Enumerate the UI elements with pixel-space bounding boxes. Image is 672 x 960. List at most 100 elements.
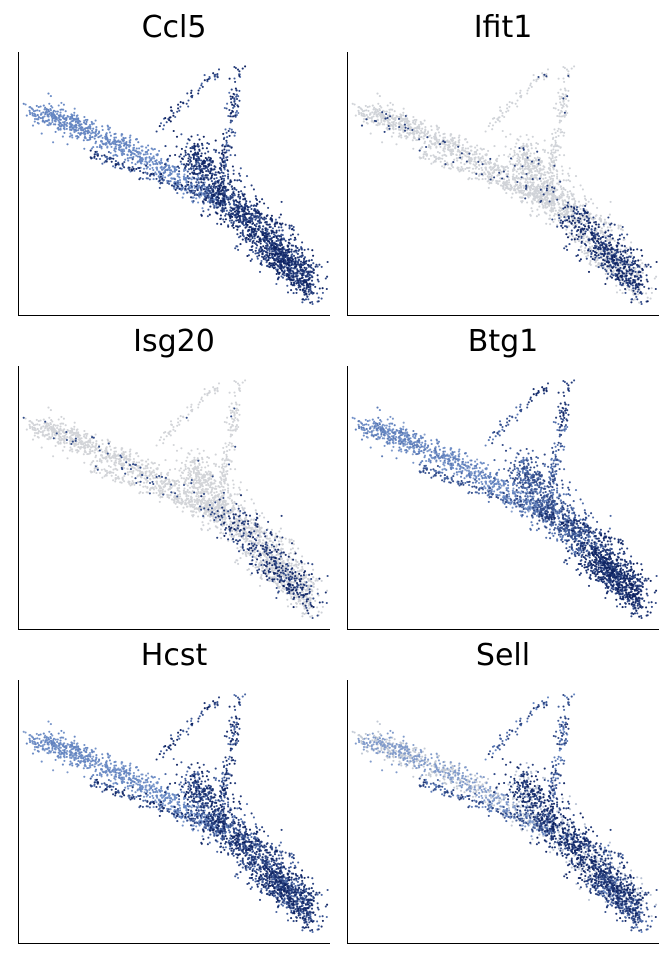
cell-point: [369, 112, 372, 115]
cell-point: [149, 164, 152, 167]
cell-point: [206, 191, 209, 195]
cell-point: [197, 193, 200, 196]
cell-point: [66, 121, 69, 125]
cell-point: [540, 190, 543, 193]
cell-point: [303, 291, 306, 294]
cell-point: [233, 97, 236, 100]
cell-point: [148, 160, 151, 163]
cell-point: [495, 158, 498, 161]
cell-point: [536, 142, 540, 146]
cell-point: [406, 117, 409, 120]
cell-point: [501, 114, 504, 117]
cell-point: [161, 174, 164, 177]
cell-point: [292, 284, 295, 287]
cell-point: [158, 186, 161, 189]
cell-point: [502, 187, 505, 190]
cell-point: [518, 156, 522, 159]
cell-point: [123, 166, 126, 169]
cell-point: [565, 179, 568, 182]
cell-point: [606, 226, 609, 229]
cell-point: [224, 214, 227, 217]
cell-point: [471, 171, 474, 174]
cell-point: [144, 171, 147, 174]
cell-point: [594, 261, 597, 264]
cell-point: [168, 119, 171, 122]
cell-point: [439, 157, 442, 160]
cell-point: [278, 257, 281, 260]
cell-point: [556, 170, 559, 173]
cell-point: [639, 259, 642, 262]
cell-point: [41, 116, 44, 119]
cell-point: [196, 183, 199, 186]
cell-point: [255, 230, 258, 233]
cell-point: [434, 160, 437, 163]
cell-point: [213, 205, 216, 208]
cell-point: [75, 124, 78, 127]
cell-point: [178, 173, 181, 176]
cell-point: [362, 120, 365, 123]
cell-point: [432, 161, 435, 164]
cell-point: [229, 194, 232, 198]
cell-point: [510, 196, 513, 199]
cell-point: [233, 186, 236, 189]
cell-point: [267, 258, 270, 262]
cell-point: [394, 123, 397, 126]
cell-point: [362, 114, 365, 118]
cell-point: [539, 169, 542, 172]
cell-point: [452, 153, 455, 156]
cell-point: [204, 174, 207, 177]
cell-point: [233, 210, 237, 213]
cell-point: [135, 167, 138, 171]
cell-point: [39, 117, 42, 120]
cell-point: [184, 185, 187, 188]
cell-point: [429, 154, 432, 157]
cell-point: [68, 117, 72, 120]
cell-point: [549, 164, 552, 168]
cell-point: [73, 107, 76, 110]
cell-point: [537, 189, 540, 193]
cell-point: [387, 114, 390, 117]
cell-point: [134, 163, 137, 166]
cell-point: [81, 126, 84, 129]
cell-point: [443, 145, 446, 148]
cell-point: [230, 209, 233, 213]
cell-point: [538, 172, 541, 175]
cell-point: [285, 274, 288, 278]
cell-point: [133, 169, 136, 172]
cell-point: [162, 124, 166, 127]
cell-point: [302, 270, 305, 273]
cell-point: [463, 149, 466, 152]
cell-point: [273, 249, 276, 252]
cell-point: [550, 202, 553, 205]
cell-point: [514, 102, 517, 105]
cell-point: [487, 149, 490, 152]
cell-point: [52, 109, 56, 112]
cell-point: [324, 277, 327, 280]
cell-point: [209, 197, 212, 200]
cell-point: [136, 155, 140, 158]
cell-point: [488, 175, 491, 178]
cell-point: [530, 200, 533, 203]
cell-point: [543, 180, 546, 183]
cell-point: [320, 265, 323, 268]
cell-point: [414, 126, 417, 130]
cell-point: [264, 221, 267, 224]
cell-point: [321, 287, 324, 290]
cell-point: [461, 148, 464, 151]
cell-point: [255, 204, 258, 207]
cell-point: [411, 121, 415, 124]
cell-point: [173, 170, 176, 173]
cell-point: [232, 222, 235, 225]
cell-point: [547, 191, 550, 194]
cell-point: [185, 162, 188, 165]
cell-point: [171, 177, 174, 180]
cell-point: [172, 165, 175, 168]
cell-point: [530, 147, 533, 150]
cell-point: [207, 150, 210, 153]
cell-point: [117, 148, 121, 151]
cell-point: [220, 152, 223, 155]
cell-point: [121, 154, 124, 157]
cell-point: [51, 119, 54, 122]
cell-point: [158, 125, 161, 128]
cell-point: [59, 125, 62, 128]
